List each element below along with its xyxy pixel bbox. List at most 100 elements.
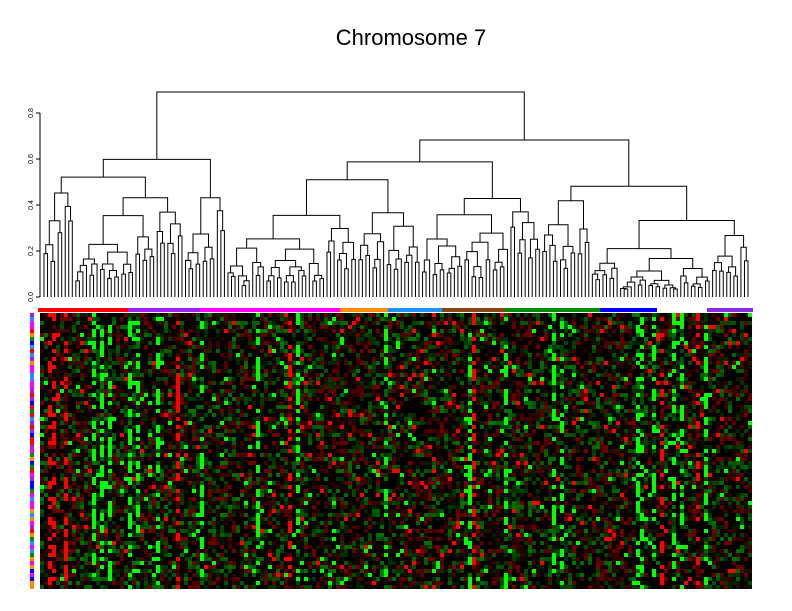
heatmap-cell [244,357,248,361]
heatmap-cell [700,461,704,465]
heatmap-cell [572,333,576,337]
heatmap-cell [440,405,444,409]
row-group-band [30,385,34,389]
heatmap-cell [524,397,528,401]
heatmap-cell [288,401,292,405]
heatmap-cell [336,425,340,429]
heatmap-cell [200,453,204,457]
heatmap-cell [124,477,128,481]
heatmap-cell [256,377,260,381]
heatmap-cell [168,417,172,421]
heatmap-cell [680,469,684,473]
heatmap-cell [184,365,188,369]
heatmap-cell [92,453,96,457]
heatmap-cell [540,445,544,449]
heatmap-cell [488,477,492,481]
heatmap-cell [468,409,472,413]
heatmap-cell [600,473,604,477]
heatmap-cell [400,353,404,357]
heatmap-cell [160,377,164,381]
heatmap-cell [736,385,740,389]
heatmap-cell [148,417,152,421]
heatmap-cell [720,345,724,349]
heatmap-cell [384,409,388,413]
heatmap-cell [748,349,752,353]
heatmap-cell [416,321,420,325]
heatmap-cell [648,469,652,473]
heatmap-cell [680,445,684,449]
heatmap-cell [612,389,616,393]
heatmap-cell [360,337,364,341]
heatmap-cell [244,333,248,337]
heatmap-cell [472,337,476,341]
heatmap-cell [204,321,208,325]
heatmap-cell [364,473,368,477]
heatmap-cell [300,357,304,361]
heatmap-cell [592,441,596,445]
heatmap-cell [540,449,544,453]
heatmap-cell [260,477,264,481]
heatmap-cell [248,405,252,409]
heatmap-cell [692,445,696,449]
heatmap-cell [88,369,92,373]
heatmap-cell [616,385,620,389]
heatmap-cell [444,477,448,481]
heatmap-cell [84,349,88,353]
heatmap-cell [360,353,364,357]
heatmap-cell [356,317,360,321]
heatmap-cell [204,425,208,429]
heatmap-cell [108,389,112,393]
heatmap-cell [732,437,736,441]
heatmap-cell [512,405,516,409]
column-group-band [657,308,707,312]
heatmap-cell [652,365,656,369]
heatmap-cell [388,461,392,465]
heatmap-cell [112,433,116,437]
heatmap-cell [208,405,212,409]
heatmap-cell [128,333,132,337]
heatmap-cell [580,469,584,473]
heatmap-cell [468,401,472,405]
heatmap-cell [72,473,76,477]
heatmap-cell [232,397,236,401]
heatmap-cell [124,437,128,441]
heatmap-cell [160,329,164,333]
heatmap-cell [676,341,680,345]
heatmap-cell [356,381,360,385]
heatmap-cell [576,357,580,361]
heatmap-cell [248,473,252,477]
heatmap-cell [700,401,704,405]
heatmap-cell [400,333,404,337]
heatmap-cell [180,349,184,353]
heatmap-cell [652,389,656,393]
heatmap-cell [660,405,664,409]
heatmap-cell [200,377,204,381]
heatmap-cell [260,317,264,321]
heatmap-cell [216,317,220,321]
heatmap-cell [536,441,540,445]
heatmap-cell [748,461,752,465]
heatmap-cell [228,473,232,477]
heatmap-cell [316,433,320,437]
heatmap-cell [532,433,536,437]
heatmap-cell [552,389,556,393]
heatmap-cell [44,317,48,321]
heatmap-cell [236,357,240,361]
heatmap-cell [124,325,128,329]
heatmap-cell [532,429,536,433]
heatmap-cell [452,349,456,353]
heatmap-cell [340,421,344,425]
heatmap-cell [144,345,148,349]
heatmap-cell [192,385,196,389]
heatmap-cell [196,417,200,421]
heatmap-cell [728,461,732,465]
heatmap-cell [496,373,500,377]
heatmap-cell [484,449,488,453]
heatmap-cell [372,449,376,453]
heatmap-cell [328,473,332,477]
heatmap-cell [304,341,308,345]
heatmap-cell [732,429,736,433]
heatmap-cell [304,461,308,465]
heatmap-cell [484,421,488,425]
heatmap-cell [452,441,456,445]
